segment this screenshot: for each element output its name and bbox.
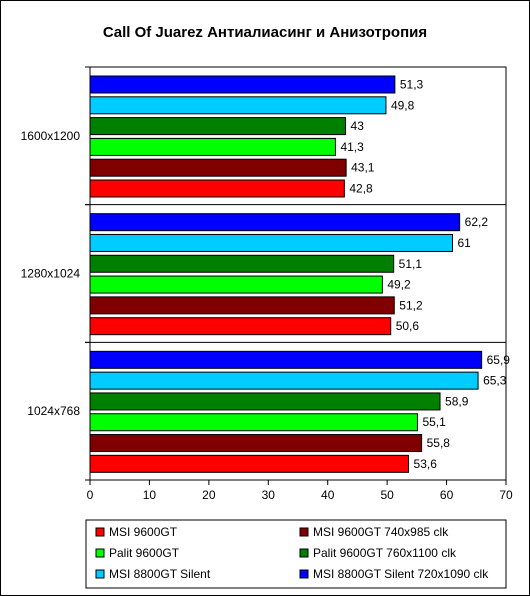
- x-tick-label: 10: [143, 488, 157, 502]
- data-label: 62,2: [465, 215, 489, 229]
- x-tick-label: 40: [321, 488, 335, 502]
- data-label: 43,1: [351, 161, 375, 175]
- data-label: 51,2: [399, 298, 423, 312]
- legend-swatch: [299, 548, 309, 558]
- x-tick-label: 50: [380, 488, 394, 502]
- legend-label: MSI 8800GT Silent: [109, 567, 211, 581]
- data-label: 51,3: [400, 78, 424, 92]
- data-label: 65,3: [483, 374, 507, 388]
- data-label: 55,1: [422, 415, 446, 429]
- data-label: 55,8: [427, 436, 451, 450]
- data-label: 49,2: [387, 278, 411, 292]
- data-label: 61: [458, 236, 472, 250]
- bar: [89, 137, 336, 156]
- bar: [89, 296, 395, 315]
- bar: [89, 317, 392, 336]
- bar: [89, 392, 441, 411]
- legend-label: Palit 9600GT 760x1100 clk: [313, 546, 457, 560]
- legend-swatch: [95, 548, 105, 558]
- data-label: 43: [351, 119, 365, 133]
- legend-label: MSI 9600GT: [109, 525, 178, 539]
- legend-label: MSI 8800GT Silent 720x1090 clk: [313, 567, 489, 581]
- data-label: 42,8: [349, 182, 373, 196]
- x-tick-label: 0: [87, 488, 94, 502]
- category-label: 1280x1024: [21, 267, 81, 281]
- data-label: 49,8: [391, 98, 415, 112]
- bar: [89, 413, 418, 432]
- legend-label: MSI 9600GT 740x985 clk: [313, 525, 449, 539]
- plot-area: [89, 66, 507, 481]
- bar: [89, 117, 347, 136]
- bar: [89, 434, 423, 453]
- bar: [89, 96, 387, 115]
- x-tick-label: 30: [262, 488, 276, 502]
- bar: [89, 275, 383, 294]
- bar: [89, 350, 483, 369]
- bar: [89, 158, 347, 177]
- bar: [89, 179, 345, 198]
- bar: [89, 213, 461, 232]
- data-label: 58,9: [445, 394, 469, 408]
- data-label: 51,1: [399, 257, 423, 271]
- bar: [89, 75, 396, 94]
- category-label: 1024x768: [27, 404, 80, 418]
- bar: [89, 233, 454, 252]
- data-label: 53,6: [414, 457, 438, 471]
- x-tick-label: 70: [499, 488, 513, 502]
- data-label: 65,9: [487, 353, 511, 367]
- legend-swatch: [299, 569, 309, 579]
- legend-swatch: [299, 527, 309, 537]
- bar: [89, 454, 410, 473]
- data-label: 41,3: [340, 140, 364, 154]
- legend: [85, 519, 507, 589]
- data-label: 50,6: [396, 319, 420, 333]
- legend-swatch: [95, 569, 105, 579]
- bar: [89, 254, 395, 273]
- category-label: 1600x1200: [21, 129, 81, 143]
- chart-title: Call Of Juarez Антиалиасинг и Анизотропи…: [103, 24, 427, 41]
- x-tick-label: 20: [202, 488, 216, 502]
- bar: [89, 371, 479, 390]
- legend-swatch: [95, 527, 105, 537]
- legend-label: Palit 9600GT: [109, 546, 180, 560]
- x-tick-label: 60: [440, 488, 454, 502]
